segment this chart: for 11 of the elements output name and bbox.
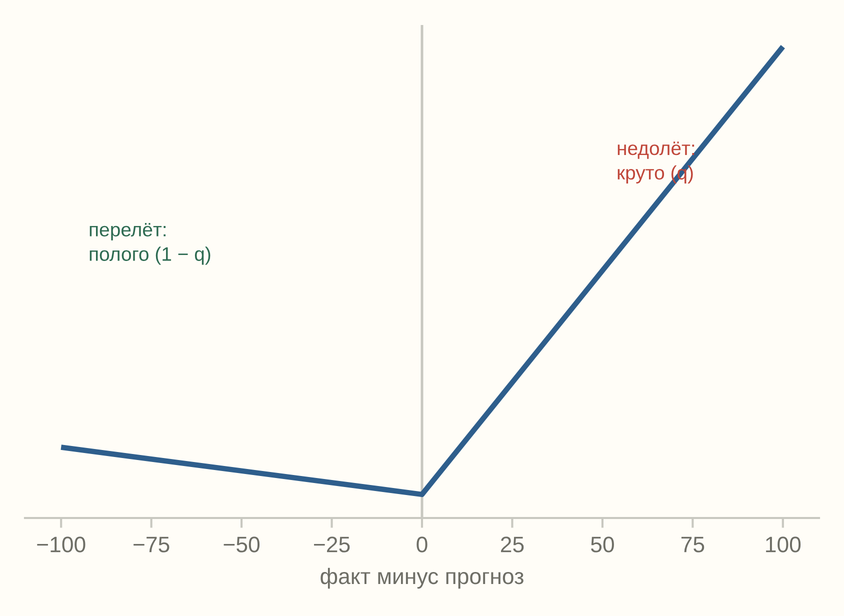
x-tick-label: 25 bbox=[500, 536, 524, 552]
x-tick-label: 75 bbox=[681, 536, 704, 552]
x-tick-label: 50 bbox=[590, 536, 614, 552]
x-tick-label: −50 bbox=[224, 536, 260, 552]
x-axis-title: факт минус прогноз bbox=[320, 568, 524, 589]
x-tick-label: −100 bbox=[37, 536, 86, 552]
annotation: перелёт: полого (1 − q) bbox=[90, 222, 210, 265]
x-tick-label: −25 bbox=[314, 536, 350, 552]
x-tick-label: −75 bbox=[134, 536, 170, 552]
x-tick-label: 0 bbox=[416, 536, 428, 552]
x-tick-label: 100 bbox=[766, 536, 801, 552]
